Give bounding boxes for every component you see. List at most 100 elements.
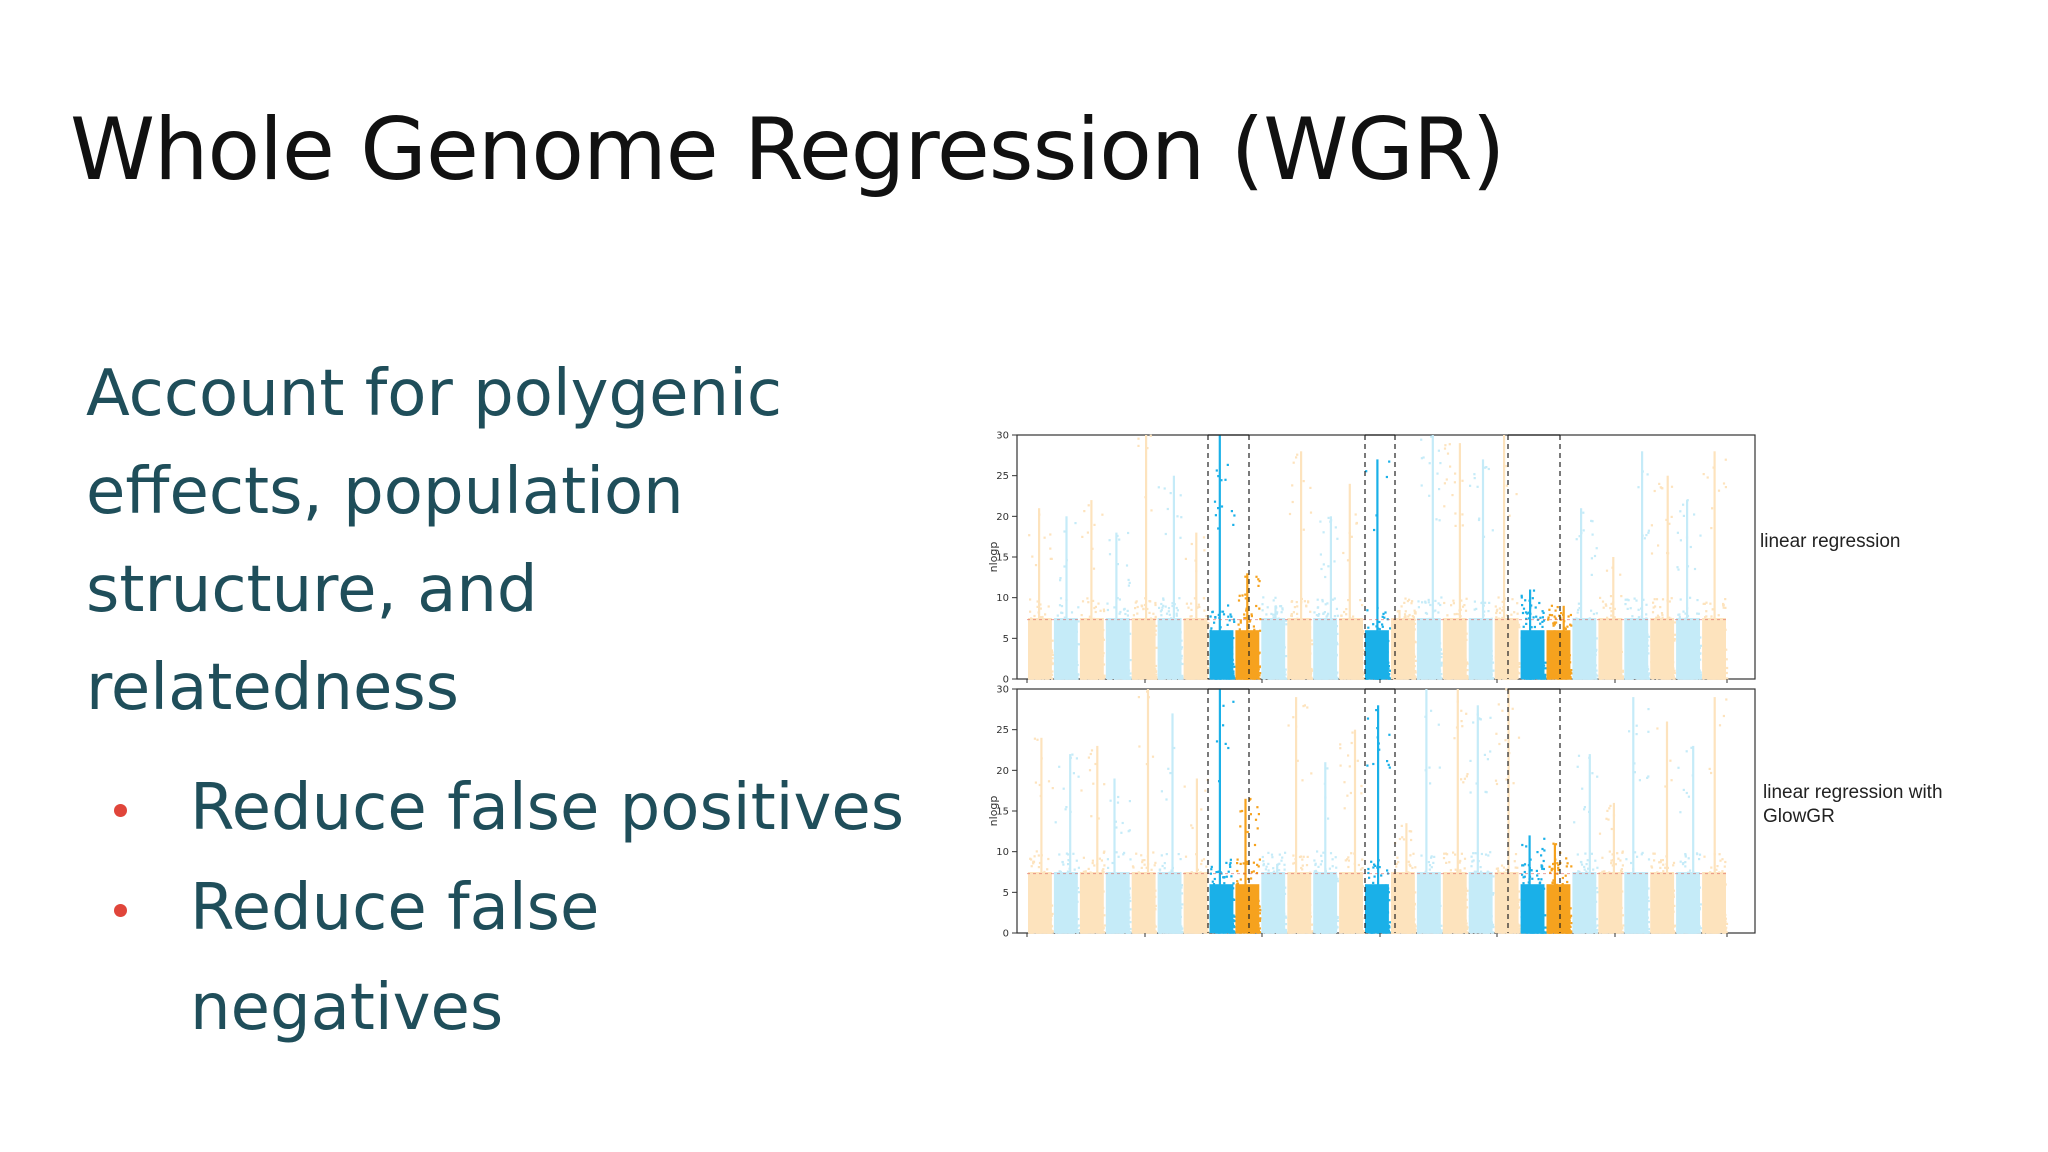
data-point xyxy=(1454,472,1457,475)
data-point xyxy=(1621,677,1624,680)
data-point xyxy=(1725,648,1728,651)
data-point xyxy=(1443,447,1447,450)
data-point xyxy=(1522,625,1525,628)
data-point xyxy=(1181,676,1184,679)
data-point xyxy=(1099,609,1102,612)
data-point xyxy=(1591,520,1594,523)
data-point xyxy=(1547,618,1550,621)
data-point xyxy=(1081,600,1085,603)
data-point xyxy=(1258,674,1261,677)
data-point xyxy=(1702,473,1705,476)
data-point xyxy=(1452,602,1455,605)
data-point xyxy=(1274,596,1277,599)
data-point xyxy=(1327,565,1330,568)
data-point xyxy=(1521,611,1525,615)
data-point xyxy=(1047,605,1050,608)
data-point xyxy=(1049,557,1052,560)
data-point xyxy=(1651,611,1655,614)
data-point xyxy=(1464,609,1468,612)
data-point xyxy=(1665,518,1668,521)
data-point xyxy=(1413,612,1416,615)
data-point xyxy=(1230,510,1233,513)
data-point xyxy=(1440,656,1443,659)
data-point xyxy=(1220,479,1223,482)
data-point xyxy=(1661,613,1664,617)
peak-point-column xyxy=(1065,516,1068,679)
y-tick-label: 0 xyxy=(1003,929,1009,940)
data-point xyxy=(1570,624,1573,627)
data-point xyxy=(1717,489,1721,492)
data-point xyxy=(1646,473,1649,476)
data-point xyxy=(1073,868,1076,871)
data-point xyxy=(1129,632,1132,635)
data-point xyxy=(1637,616,1640,619)
data-point xyxy=(1710,527,1713,530)
data-point xyxy=(1524,599,1527,602)
point-mass xyxy=(1339,618,1363,679)
data-point xyxy=(1203,609,1206,612)
data-point xyxy=(1296,605,1299,608)
data-point xyxy=(1284,668,1287,671)
data-point xyxy=(1050,649,1053,652)
data-point xyxy=(1284,673,1287,676)
data-point xyxy=(1067,863,1070,866)
peak-point-column xyxy=(1274,605,1277,679)
data-point xyxy=(1214,616,1217,619)
data-point xyxy=(1595,669,1598,672)
data-point xyxy=(1659,606,1662,609)
data-point xyxy=(1699,673,1703,676)
data-point xyxy=(1281,608,1284,611)
data-point xyxy=(1281,607,1284,610)
peak-point-column xyxy=(1329,516,1332,679)
data-point xyxy=(1516,602,1519,605)
data-point xyxy=(1164,532,1167,536)
data-point xyxy=(1569,670,1572,673)
data-point xyxy=(1461,513,1464,516)
data-point xyxy=(1466,676,1469,679)
data-point xyxy=(1113,606,1116,609)
peak-point-column xyxy=(1348,483,1351,679)
data-point xyxy=(1494,605,1497,608)
data-point xyxy=(1217,507,1220,510)
data-point xyxy=(1043,870,1046,873)
data-point xyxy=(1214,514,1217,517)
data-point xyxy=(1226,623,1229,626)
data-point xyxy=(1162,604,1165,607)
data-point xyxy=(1244,597,1247,600)
peak-point-column xyxy=(1038,508,1041,679)
chromosome-points xyxy=(1028,737,1054,934)
data-point xyxy=(1404,610,1407,613)
data-point xyxy=(1559,618,1562,621)
data-point xyxy=(1362,630,1365,633)
data-point xyxy=(1553,621,1556,624)
data-point xyxy=(1243,613,1246,616)
data-point xyxy=(1498,607,1501,610)
data-point xyxy=(1034,781,1037,784)
chromosome-points xyxy=(1028,508,1055,680)
data-point xyxy=(1136,605,1139,609)
data-point xyxy=(1125,564,1129,567)
body-line: relatedness xyxy=(86,651,459,725)
chromosome-points xyxy=(1053,516,1080,680)
peak-point-column xyxy=(1218,435,1221,679)
data-point xyxy=(1031,555,1034,558)
point-mass xyxy=(1598,618,1623,679)
data-point xyxy=(1346,559,1350,562)
data-point xyxy=(1434,599,1437,602)
data-point xyxy=(1520,596,1523,599)
data-point xyxy=(1134,601,1137,604)
data-point xyxy=(1169,492,1172,495)
data-point xyxy=(1119,610,1122,614)
chromosome-points xyxy=(1105,531,1132,680)
data-point xyxy=(1323,611,1326,614)
data-point xyxy=(1259,672,1262,675)
data-point xyxy=(1606,616,1609,619)
data-point xyxy=(1137,444,1140,447)
data-point xyxy=(1036,600,1039,603)
data-point xyxy=(1518,672,1521,675)
data-point xyxy=(1062,787,1065,790)
chromosome-points xyxy=(1339,483,1365,680)
data-point xyxy=(1668,522,1671,525)
data-point xyxy=(1309,610,1312,613)
data-point xyxy=(1642,598,1645,601)
